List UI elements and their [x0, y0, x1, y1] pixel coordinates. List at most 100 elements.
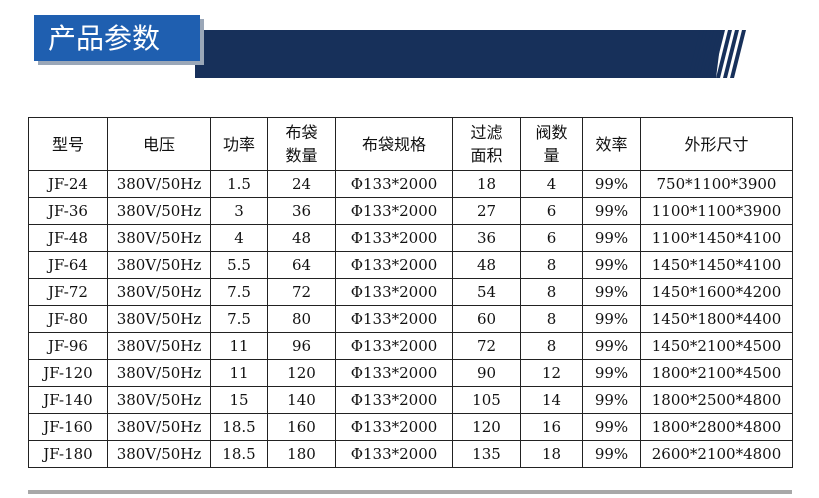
table-cell: Φ133*2000	[335, 224, 453, 252]
table-cell: Φ133*2000	[335, 332, 453, 360]
header-line: 阀数	[535, 123, 568, 142]
table-cell: 99%	[582, 251, 641, 279]
column-header: 型号	[28, 117, 108, 171]
table-cell: 140	[267, 386, 336, 414]
table-cell: 5.5	[210, 251, 268, 279]
table-cell: 72	[267, 278, 336, 306]
header-line: 量	[543, 146, 560, 165]
table-cell: 48	[267, 224, 336, 252]
table-cell: Φ133*2000	[335, 278, 453, 306]
table-cell: 380V/50Hz	[107, 278, 211, 306]
table-row: JF-80 380V/50Hz 7.5 80 Φ133*2000 60 8 99% 1450*1…	[28, 305, 793, 333]
table-cell: JF-160	[28, 413, 108, 441]
table-cell: 27	[452, 197, 521, 225]
table-cell: 16	[520, 413, 583, 441]
table-cell: 7.5	[210, 278, 268, 306]
table-cell: 1450*2100*4500	[640, 332, 793, 360]
table-cell: 1450*1450*4100	[640, 251, 793, 279]
table-cell: 8	[520, 305, 583, 333]
table-cell: 99%	[582, 440, 641, 468]
table-cell: 1100*1100*3900	[640, 197, 793, 225]
table-cell: 380V/50Hz	[107, 359, 211, 387]
table-cell: Φ133*2000	[335, 170, 453, 198]
table-cell: 135	[452, 440, 521, 468]
table-cell: 72	[452, 332, 521, 360]
table-cell: 99%	[582, 386, 641, 414]
table-cell: 18	[520, 440, 583, 468]
table-cell: 1100*1450*4100	[640, 224, 793, 252]
spec-table: 型号 电压 功率 布袋 数量 布袋规格 过滤 面积 阀数量效率 外形尺寸 JF-24 380V/50…	[28, 117, 793, 468]
table-cell: 11	[210, 359, 268, 387]
table-row: JF-64 380V/50Hz 5.5 64 Φ133*2000 48 8 99% 1450*1…	[28, 251, 793, 279]
table-cell: 1450*1800*4400	[640, 305, 793, 333]
table-cell: 160	[267, 413, 336, 441]
table-row: JF-96 380V/50Hz 11 96 Φ133*2000 72 8 99% 1450*21…	[28, 332, 793, 360]
table-cell: 99%	[582, 413, 641, 441]
table-cell: 120	[452, 413, 521, 441]
table-cell: 4	[210, 224, 268, 252]
header-line: 布袋	[285, 123, 318, 142]
banner: 产品参数	[34, 15, 746, 78]
table-cell: 99%	[582, 170, 641, 198]
table-cell: 36	[452, 224, 521, 252]
table-cell: 6	[520, 224, 583, 252]
column-header: 过滤 面积	[452, 117, 521, 171]
header-line: 数量	[285, 146, 318, 165]
banner-band	[195, 30, 722, 78]
table-cell: Φ133*2000	[335, 359, 453, 387]
table-cell: 1800*2500*4800	[640, 386, 793, 414]
column-header: 布袋 数量	[267, 117, 336, 171]
table-cell: 99%	[582, 332, 641, 360]
table-cell: 99%	[582, 305, 641, 333]
table-cell: 36	[267, 197, 336, 225]
column-header: 外形尺寸	[640, 117, 793, 171]
header-line: 布袋规格	[361, 134, 426, 154]
table-cell: 380V/50Hz	[107, 251, 211, 279]
table-cell: 80	[267, 305, 336, 333]
table-cell: 99%	[582, 278, 641, 306]
table-cell: JF-96	[28, 332, 108, 360]
banner-stripes	[688, 30, 746, 78]
column-header: 布袋规格	[335, 117, 453, 171]
table-row: JF-72 380V/50Hz 7.5 72 Φ133*2000 54 8 99% 1450*1…	[28, 278, 793, 306]
table-cell: JF-64	[28, 251, 108, 279]
table-cell: JF-80	[28, 305, 108, 333]
header-line: 电压	[142, 134, 175, 154]
table-row: JF-120 380V/50Hz 11 120 Φ133*2000 90 12 99% 1800…	[28, 359, 793, 387]
table-cell: JF-24	[28, 170, 108, 198]
table-cell: 380V/50Hz	[107, 170, 211, 198]
table-cell: 24	[267, 170, 336, 198]
table-cell: 105	[452, 386, 521, 414]
table-cell: 18.5	[210, 413, 268, 441]
table-cell: 380V/50Hz	[107, 413, 211, 441]
bottom-rule	[28, 490, 792, 494]
table-row: JF-180 380V/50Hz 18.5 180 Φ133*2000 135 18 99% 2…	[28, 440, 793, 468]
table-cell: Φ133*2000	[335, 251, 453, 279]
column-header: 电压	[107, 117, 211, 171]
table-cell: 1.5	[210, 170, 268, 198]
table-cell: 380V/50Hz	[107, 305, 211, 333]
table-cell: 750*1100*3900	[640, 170, 793, 198]
table-cell: 380V/50Hz	[107, 440, 211, 468]
table-row: JF-36 380V/50Hz 3 36 Φ133*2000 27 6 99% 1100*110…	[28, 197, 793, 225]
table-cell: JF-120	[28, 359, 108, 387]
table-cell: Φ133*2000	[335, 413, 453, 441]
table-cell: 7.5	[210, 305, 268, 333]
table-cell: 11	[210, 332, 268, 360]
table-cell: 6	[520, 197, 583, 225]
table-cell: 1800*2800*4800	[640, 413, 793, 441]
table-cell: 90	[452, 359, 521, 387]
header-line: 功率	[222, 134, 255, 154]
table-cell: 4	[520, 170, 583, 198]
column-header: 阀数量	[520, 117, 583, 171]
table-cell: 380V/50Hz	[107, 224, 211, 252]
table-cell: JF-48	[28, 224, 108, 252]
table-row: JF-160 380V/50Hz 18.5 160 Φ133*2000 120 16 99% 1…	[28, 413, 793, 441]
table-cell: 99%	[582, 224, 641, 252]
table-cell: Φ133*2000	[335, 305, 453, 333]
column-header: 功率	[210, 117, 268, 171]
table-cell: 64	[267, 251, 336, 279]
header-line: 过滤	[470, 123, 503, 142]
table-cell: Φ133*2000	[335, 386, 453, 414]
